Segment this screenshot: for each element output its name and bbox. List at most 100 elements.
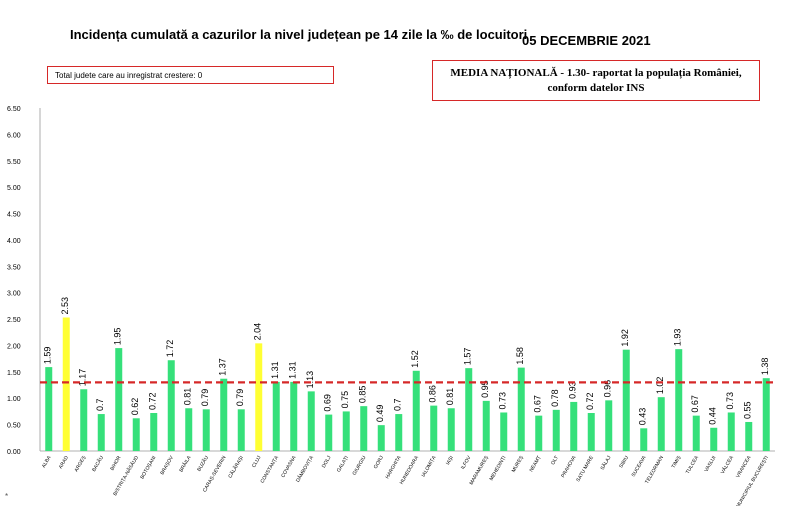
data-label: 2.04 (253, 323, 263, 341)
y-tick-label: 0.50 (7, 423, 21, 430)
x-tick-label: TIMIȘ (671, 454, 683, 469)
footnote-mark: * (5, 492, 9, 501)
data-label: 0.72 (148, 392, 158, 410)
bar (430, 405, 438, 451)
x-tick-label: GIURGIU (352, 455, 368, 477)
bar (535, 415, 543, 451)
data-label: 1.38 (760, 358, 770, 376)
data-label: 1.95 (113, 328, 123, 346)
data-label: 0.44 (708, 407, 718, 425)
x-tick-label: BOTOȘANI (139, 455, 157, 480)
data-label: 0.79 (235, 389, 245, 407)
bar (657, 397, 665, 451)
data-label: 1.59 (43, 347, 53, 365)
chart-title: Incidența cumulată a cazurilor la nivel … (70, 27, 528, 42)
data-label: 0.85 (358, 386, 368, 404)
bar (570, 401, 578, 451)
x-tick-label: IALOMIȚA (421, 454, 438, 478)
bar (745, 421, 753, 451)
bar (710, 427, 718, 451)
national-average-line-1: MEDIA NAȚIONALĂ - 1.30- raportat la popu… (450, 67, 742, 79)
x-tick-label: BUZĂU (195, 454, 210, 473)
y-axis: 0.00 0.50 1.00 1.50 2.00 2.50 3.00 3.50 4.00 4.50… (7, 106, 775, 456)
bar (552, 409, 560, 451)
bars: 1.59 2.53 1.17 0.7 1.95 0.62 0.72 1.72 0.81 0.79 1… (43, 297, 770, 451)
y-tick-label: 6.50 (7, 106, 21, 113)
x-tick-label: SATU MARE (575, 454, 595, 483)
bar (220, 378, 228, 451)
data-label: 1.17 (78, 369, 88, 387)
bar (150, 413, 158, 451)
data-label: 0.67 (533, 395, 543, 413)
y-tick-label: 4.00 (7, 238, 21, 245)
bar (482, 400, 490, 451)
data-label: 0.96 (603, 380, 613, 398)
data-label: 0.95 (480, 380, 490, 398)
data-label: 1.02 (655, 377, 665, 395)
data-label: 0.72 (585, 392, 595, 410)
x-tick-label: VÂLCEA (719, 454, 735, 475)
y-tick-label: 1.00 (7, 396, 21, 403)
x-tick-label: MUREȘ (511, 454, 526, 473)
x-tick-label: VRANCEA (735, 454, 753, 479)
bar (80, 389, 88, 451)
data-label: 0.7 (95, 399, 105, 412)
data-label: 0.93 (568, 381, 578, 399)
x-tick-label: IAȘI (445, 455, 455, 466)
data-label: 0.62 (130, 398, 140, 416)
data-label: 1.31 (288, 361, 298, 379)
bar (587, 413, 595, 451)
x-tick-label: BACĂU (90, 454, 105, 473)
data-label: 1.93 (673, 329, 683, 347)
y-tick-label: 5.00 (7, 185, 21, 192)
bar (237, 409, 245, 451)
data-label: 0.86 (428, 385, 438, 403)
bar (605, 400, 613, 451)
data-label: 1.31 (270, 361, 280, 379)
bar (202, 409, 210, 451)
bar (727, 412, 735, 451)
data-label: 0.81 (183, 388, 193, 406)
data-label: 0.73 (498, 392, 508, 410)
x-tick-label: GORJ (373, 455, 385, 470)
x-tick-label: ILFOV (460, 454, 473, 470)
y-tick-label: 4.50 (7, 212, 21, 219)
y-tick-label: 3.00 (7, 291, 21, 298)
x-tick-label: BIHOR (109, 455, 122, 472)
x-tick-label: MARAMUREȘ (469, 454, 491, 486)
bar (342, 411, 350, 451)
x-tick-label: ARGEȘ (74, 454, 88, 473)
bar (115, 348, 123, 451)
data-label: 0.75 (340, 391, 350, 409)
y-tick-label: 2.50 (7, 317, 21, 324)
data-label: 1.72 (165, 340, 175, 358)
data-label: 0.81 (445, 388, 455, 406)
bar (62, 317, 70, 451)
bar (762, 378, 770, 451)
x-tick-label: CLUJ (251, 455, 263, 469)
data-label: 1.92 (620, 329, 630, 347)
bar (255, 343, 263, 451)
x-tick-label: CĂLĂRAȘI (227, 455, 245, 480)
x-tick-label: TELEORMAN (644, 455, 665, 485)
x-tick-label: DOLJ (321, 455, 333, 470)
y-tick-label: 3.50 (7, 264, 21, 271)
x-tick-label: PRAHOVA (560, 454, 578, 478)
x-tick-label: BRAȘOV (159, 454, 175, 476)
data-label: 1.37 (218, 358, 228, 376)
bar (45, 367, 53, 451)
data-label: 2.53 (60, 297, 70, 315)
x-tick-label: NEAMȚ (529, 455, 543, 473)
bar (132, 418, 140, 451)
bar (290, 381, 298, 451)
bar (377, 425, 385, 451)
bar (517, 367, 525, 451)
data-label: 0.78 (550, 389, 560, 407)
bar (395, 414, 403, 451)
bar (272, 381, 280, 451)
bar (325, 414, 333, 451)
bar (412, 370, 420, 451)
bar (97, 414, 105, 451)
bar (447, 408, 455, 451)
